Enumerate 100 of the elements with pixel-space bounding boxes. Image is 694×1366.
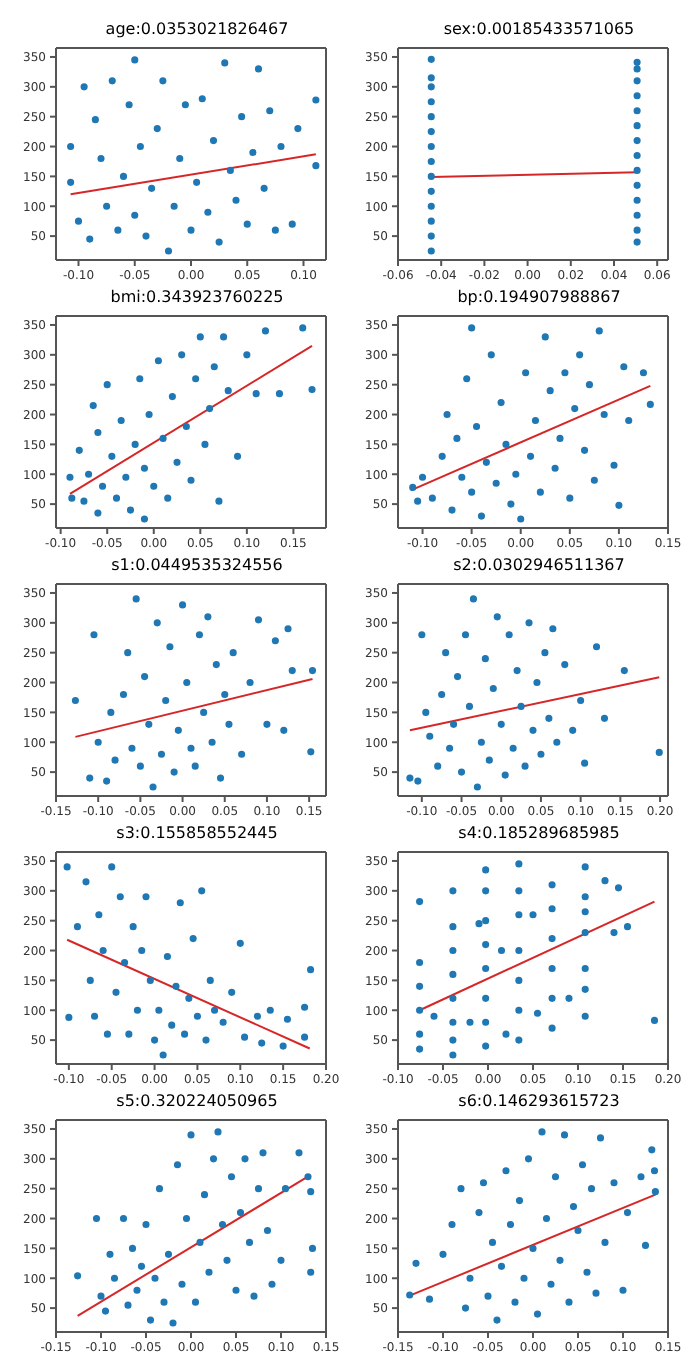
point xyxy=(529,1244,537,1252)
point xyxy=(164,1250,173,1258)
point xyxy=(414,497,422,505)
point xyxy=(655,748,663,756)
point xyxy=(556,434,564,442)
point xyxy=(633,122,641,130)
point xyxy=(581,893,589,901)
point xyxy=(142,1220,150,1229)
point xyxy=(209,137,218,145)
point xyxy=(98,482,107,490)
point xyxy=(131,56,139,64)
point xyxy=(65,1013,73,1021)
point xyxy=(549,625,557,633)
point xyxy=(577,696,585,705)
point xyxy=(86,774,94,782)
point xyxy=(299,324,307,332)
point xyxy=(581,929,589,937)
point xyxy=(224,387,232,395)
point xyxy=(280,726,288,734)
point xyxy=(103,202,111,210)
point xyxy=(600,410,608,419)
point xyxy=(277,142,285,151)
point xyxy=(578,1161,587,1169)
point xyxy=(497,399,505,407)
point xyxy=(137,1262,146,1270)
point xyxy=(119,1214,128,1223)
point xyxy=(111,756,119,764)
point xyxy=(159,1051,167,1059)
point xyxy=(142,893,150,901)
point xyxy=(75,446,83,454)
point xyxy=(284,625,292,633)
point xyxy=(128,1244,137,1252)
point xyxy=(536,488,544,496)
point xyxy=(595,327,603,335)
point xyxy=(216,774,225,782)
point xyxy=(173,1161,182,1169)
point xyxy=(633,211,641,219)
point xyxy=(210,363,218,371)
point xyxy=(95,911,103,919)
point xyxy=(581,964,589,973)
point xyxy=(473,783,481,791)
point xyxy=(623,1209,632,1217)
point xyxy=(526,452,535,460)
point xyxy=(192,375,200,383)
point xyxy=(581,759,589,767)
point xyxy=(132,595,140,603)
point xyxy=(569,726,577,734)
point xyxy=(178,601,187,609)
point xyxy=(525,619,533,627)
point xyxy=(533,1009,542,1017)
point xyxy=(168,393,176,401)
point xyxy=(633,181,641,189)
point xyxy=(266,1006,274,1014)
point xyxy=(592,643,601,651)
point xyxy=(449,1036,457,1044)
point xyxy=(465,702,474,710)
point xyxy=(73,923,81,931)
point xyxy=(173,458,181,466)
point xyxy=(308,667,317,675)
point xyxy=(458,473,466,481)
point xyxy=(150,482,158,490)
point xyxy=(243,351,251,359)
point xyxy=(211,1006,219,1014)
point xyxy=(153,619,161,627)
point xyxy=(468,488,476,496)
point xyxy=(561,661,569,669)
point xyxy=(502,1030,510,1038)
point xyxy=(232,1286,240,1294)
point xyxy=(633,151,641,160)
point xyxy=(288,667,296,675)
point xyxy=(449,887,457,895)
point xyxy=(427,172,435,180)
point xyxy=(67,178,75,186)
point xyxy=(545,714,553,722)
point xyxy=(136,142,144,151)
point xyxy=(450,720,458,728)
point xyxy=(162,696,170,705)
point xyxy=(497,1262,506,1270)
point xyxy=(515,911,523,919)
point xyxy=(637,1173,645,1181)
point xyxy=(238,750,246,758)
point xyxy=(198,95,206,103)
point xyxy=(427,247,435,255)
point xyxy=(574,1226,582,1235)
point xyxy=(416,1006,424,1014)
point xyxy=(482,887,490,895)
point xyxy=(204,613,212,621)
point xyxy=(181,101,189,109)
point xyxy=(245,1238,254,1246)
point xyxy=(308,385,316,394)
point xyxy=(174,726,182,734)
point xyxy=(515,860,523,868)
point xyxy=(253,1012,261,1020)
point xyxy=(553,738,561,746)
point xyxy=(146,1316,155,1324)
point xyxy=(427,157,435,166)
point xyxy=(178,351,186,359)
point xyxy=(580,446,589,454)
point xyxy=(581,863,589,871)
point xyxy=(121,958,129,967)
